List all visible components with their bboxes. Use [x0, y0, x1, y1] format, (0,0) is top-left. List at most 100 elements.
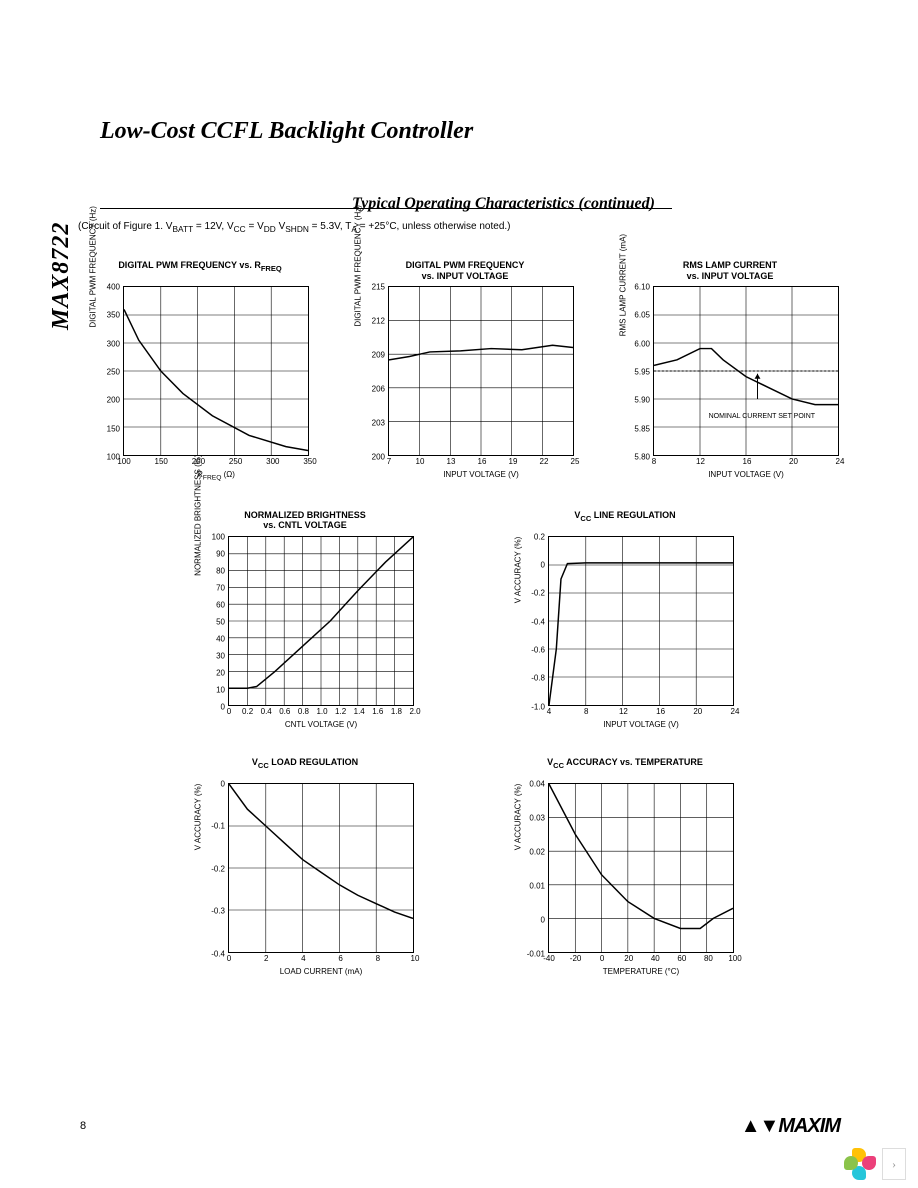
- y-tick: 0.01: [529, 881, 545, 890]
- plot-box: -1.0-0.8-0.6-0.4-0.200.24812162024: [548, 536, 734, 706]
- chart-c4: NORMALIZED BRIGHTNESSvs. CNTL VOLTAGENOR…: [190, 510, 420, 729]
- chart-row-2: NORMALIZED BRIGHTNESSvs. CNTL VOLTAGENOR…: [85, 510, 845, 729]
- y-tick: 200: [107, 396, 120, 405]
- y-tick: 10: [216, 685, 225, 694]
- x-tick: 300: [266, 457, 279, 466]
- x-tick: 100: [117, 457, 130, 466]
- y-tick: 30: [216, 651, 225, 660]
- x-tick: 0: [227, 954, 231, 963]
- plot-area: DIGITAL PWM FREQUENCY (Hz)20020320620921…: [388, 286, 574, 479]
- chart-c3: RMS LAMP CURRENTvs. INPUT VOLTAGERMS LAM…: [615, 260, 845, 482]
- x-tick: 2.0: [409, 707, 420, 716]
- y-tick: 206: [372, 385, 385, 394]
- y-tick: 300: [107, 339, 120, 348]
- chart-title: VCC ACCURACY vs. TEMPERATURE: [510, 757, 740, 779]
- x-tick: 16: [478, 457, 487, 466]
- x-tick: 0.6: [279, 707, 290, 716]
- cond-batt: BATT: [172, 224, 193, 234]
- y-tick: 70: [216, 583, 225, 592]
- x-tick: 12: [619, 707, 628, 716]
- y-tick: 90: [216, 549, 225, 558]
- y-tick: 5.85: [634, 424, 650, 433]
- chart-title: NORMALIZED BRIGHTNESSvs. CNTL VOLTAGE: [190, 510, 420, 532]
- next-page-button[interactable]: ›: [882, 1148, 906, 1180]
- x-tick: 0.2: [242, 707, 253, 716]
- chart-row-1: DIGITAL PWM FREQUENCY vs. RFREQDIGITAL P…: [85, 260, 845, 482]
- x-tick: 1.4: [354, 707, 365, 716]
- x-tick: 80: [704, 954, 713, 963]
- x-tick: 4: [301, 954, 305, 963]
- plot-area: V ACCURACY (%)-0.0100.010.020.030.04-40-…: [548, 783, 734, 976]
- y-tick: 400: [107, 283, 120, 292]
- y-tick: 50: [216, 617, 225, 626]
- x-tick: 20: [693, 707, 702, 716]
- x-ticks: 7101316192225: [389, 457, 573, 469]
- bottom-widget: ›: [844, 1148, 906, 1180]
- dot-4: [844, 1156, 858, 1170]
- section-title: Typical Operating Characteristics (conti…: [352, 195, 655, 213]
- cond-end: = +25°C, unless otherwise noted.): [357, 221, 511, 232]
- x-tick: 8: [652, 457, 656, 466]
- x-tick: 150: [155, 457, 168, 466]
- x-tick: 16: [656, 707, 665, 716]
- x-tick: 13: [447, 457, 456, 466]
- conditions-text: (Circuit of Figure 1. VBATT = 12V, VCC =…: [78, 221, 511, 234]
- y-tick: 0.04: [529, 779, 545, 788]
- logo-text: MAXIM: [778, 1115, 840, 1137]
- y-tick: 212: [372, 317, 385, 326]
- x-axis-label: TEMPERATURE (°C): [548, 967, 734, 976]
- cond-cc: CC: [234, 224, 246, 234]
- y-tick: 6.00: [634, 339, 650, 348]
- x-tick: 4: [547, 707, 551, 716]
- y-tick: 150: [107, 424, 120, 433]
- cond-m2: = V: [246, 221, 264, 232]
- chart-title: DIGITAL PWM FREQUENCYvs. INPUT VOLTAGE: [350, 260, 580, 282]
- y-tick: -0.1: [211, 822, 225, 831]
- plot-area: V ACCURACY (%)-0.4-0.3-0.2-0.100246810LO…: [228, 783, 414, 976]
- y-tick: 6.05: [634, 311, 650, 320]
- y-tick: 40: [216, 634, 225, 643]
- x-tick: 8: [376, 954, 380, 963]
- chart-c5: VCC LINE REGULATIONV ACCURACY (%)-1.0-0.…: [510, 510, 740, 729]
- part-number: MAX8722: [48, 222, 75, 330]
- y-tick: -0.3: [211, 907, 225, 916]
- x-tick: 8: [584, 707, 588, 716]
- x-ticks: 0246810: [229, 954, 413, 966]
- cond-dd: DD: [264, 224, 276, 234]
- y-tick: 20: [216, 668, 225, 677]
- cond-m3: V: [276, 221, 285, 232]
- plot-box: 010203040506070809010000.20.40.60.81.01.…: [228, 536, 414, 706]
- charts-container: DIGITAL PWM FREQUENCY vs. RFREQDIGITAL P…: [85, 260, 845, 1004]
- y-tick: -0.6: [531, 645, 545, 654]
- x-ticks: 100150200250300350: [124, 457, 308, 469]
- plot-box: -0.4-0.3-0.2-0.100246810: [228, 783, 414, 953]
- y-tick: 250: [107, 368, 120, 377]
- x-ticks: 812162024: [654, 457, 838, 469]
- x-tick: -20: [570, 954, 582, 963]
- plot-box: -0.0100.010.020.030.04-40-20020406080100: [548, 783, 734, 953]
- x-tick: 25: [571, 457, 580, 466]
- y-tick: 80: [216, 566, 225, 575]
- y-tick: -1.0: [531, 702, 545, 711]
- x-tick: 0: [227, 707, 231, 716]
- x-tick: 16: [743, 457, 752, 466]
- x-tick: 10: [416, 457, 425, 466]
- x-tick: 100: [728, 954, 741, 963]
- x-tick: 20: [624, 954, 633, 963]
- y-ticks: 100150200250300350400: [96, 287, 122, 455]
- y-tick: -0.4: [531, 617, 545, 626]
- plot-box: 2002032062092122157101316192225: [388, 286, 574, 456]
- x-tick: 24: [836, 457, 845, 466]
- plot-area: RMS LAMP CURRENT (mA)NOMINAL CURRENT SET…: [653, 286, 839, 479]
- x-tick: 0: [600, 954, 604, 963]
- cond-m4: = 5.3V, T: [309, 221, 352, 232]
- y-tick: 100: [212, 532, 225, 541]
- chart-row-3: VCC LOAD REGULATIONV ACCURACY (%)-0.4-0.…: [85, 757, 845, 976]
- page-number: 8: [80, 1120, 86, 1132]
- y-tick: 5.95: [634, 368, 650, 377]
- y-tick: 0: [221, 779, 225, 788]
- x-tick: 0.4: [261, 707, 272, 716]
- y-ticks: -1.0-0.8-0.6-0.4-0.200.2: [521, 537, 547, 705]
- y-tick: 209: [372, 351, 385, 360]
- y-tick: 0.02: [529, 847, 545, 856]
